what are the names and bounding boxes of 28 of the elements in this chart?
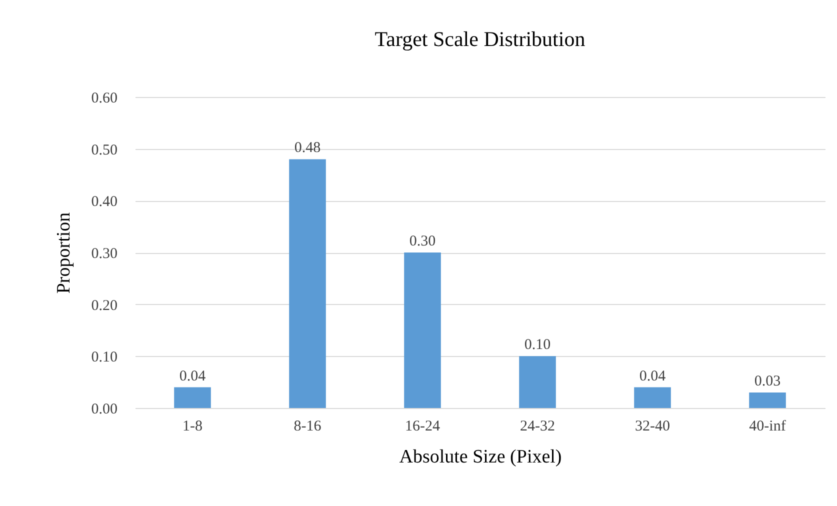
data-label: 0.04	[179, 368, 206, 384]
bar	[404, 252, 441, 408]
y-tick-label: 0.40	[91, 194, 118, 210]
y-axis-title: Proportion	[53, 212, 74, 294]
bar	[289, 159, 326, 408]
x-tick-label: 1-8	[182, 418, 202, 434]
y-tick-label: 0.30	[91, 246, 118, 262]
chart-title: Target Scale Distribution	[374, 27, 586, 51]
bar	[749, 392, 786, 408]
x-tick-label: 16-24	[405, 418, 440, 434]
y-tick-label: 0.60	[91, 90, 118, 106]
x-tick-label: 24-32	[520, 418, 555, 434]
x-axis-title: Absolute Size (Pixel)	[399, 446, 562, 468]
data-label: 0.03	[754, 373, 781, 390]
x-tick-label: 40-inf	[749, 418, 786, 434]
y-tick-label: 0.20	[91, 298, 118, 314]
data-label: 0.10	[524, 337, 551, 354]
data-label: 0.48	[294, 140, 321, 156]
bar	[174, 387, 211, 408]
bar	[634, 387, 671, 408]
data-label: 0.30	[409, 234, 436, 250]
bar	[519, 356, 556, 408]
data-label: 0.04	[639, 368, 666, 384]
y-tick-label: 0.50	[91, 142, 118, 158]
x-tick-label: 32-40	[635, 418, 670, 434]
x-tick-label: 8-16	[294, 418, 322, 434]
y-tick-label: 0.00	[91, 402, 118, 418]
y-tick-label: 0.10	[91, 350, 118, 366]
